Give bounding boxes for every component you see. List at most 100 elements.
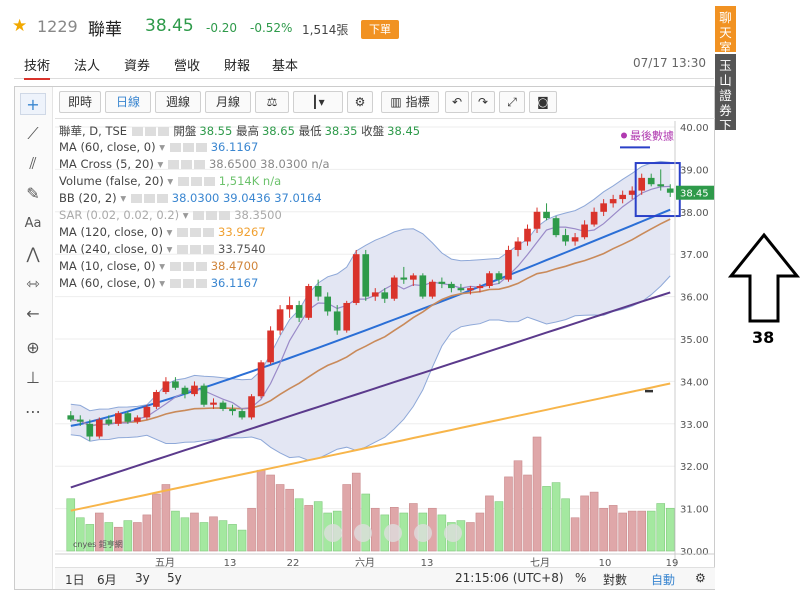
legend-row-value: 1,514K n/a xyxy=(218,174,282,188)
tab-margin[interactable]: 資券 xyxy=(124,59,151,74)
candle-body xyxy=(76,419,84,422)
tab-revenue[interactable]: 營收 xyxy=(174,59,201,74)
candle-body xyxy=(524,228,531,242)
camera-icon[interactable]: ◙ xyxy=(529,91,557,113)
legend-row-value: 36.1167 xyxy=(210,276,259,290)
legend-row: SAR (0.02, 0.02, 0.2) ▾ 38.3500 xyxy=(59,208,282,222)
brush-icon[interactable]: ✎ xyxy=(26,184,40,203)
broker-order-tab[interactable]: 玉山證券下單 xyxy=(715,54,736,148)
legend-row: MA (240, close, 0) ▾ 33.7540 xyxy=(59,242,266,256)
arrow-left-icon[interactable]: ← xyxy=(26,304,40,323)
volume-bar xyxy=(75,517,85,552)
order-button[interactable]: 下單 xyxy=(361,20,399,39)
fullscreen-icon[interactable]: ⤢ xyxy=(499,91,525,113)
candle-body xyxy=(343,302,351,331)
settings-icon[interactable]: ⚙ xyxy=(347,91,373,113)
indicator-icon: ▥ xyxy=(390,95,406,109)
compare-icon[interactable]: ⚖ xyxy=(255,91,289,113)
volume-bar xyxy=(142,514,152,552)
volume-bar xyxy=(133,522,142,552)
legend-row-label: MA (60, close, 0) xyxy=(59,140,156,154)
volume-bar xyxy=(152,493,161,552)
auto-toggle[interactable]: 自動 xyxy=(651,573,676,587)
price-chart[interactable]: 最後數據 40.00 39.00 38.45 38.00 37.00 36.00 35.00 3… xyxy=(55,121,715,569)
price-tick-label: 34.00 xyxy=(680,377,709,388)
text-tool-icon[interactable]: Aa xyxy=(24,216,42,231)
candle-body xyxy=(590,211,598,225)
btn-monthly[interactable]: 月線 xyxy=(205,91,251,113)
legend-row: MA (60, close, 0) ▾ 36.1167 xyxy=(59,276,259,290)
chat-room-tab[interactable]: 聊天室 xyxy=(715,6,736,55)
volume-bar xyxy=(247,507,256,552)
price-tick-label: 31.00 xyxy=(680,505,709,516)
price-tick-label: 33.00 xyxy=(680,420,709,431)
btn-daily[interactable]: 日線 xyxy=(105,91,151,113)
volume-bar xyxy=(304,505,313,552)
candle-body xyxy=(562,235,569,242)
candle-body xyxy=(210,402,217,405)
candle-body xyxy=(134,417,141,422)
log-toggle[interactable]: 對數 xyxy=(603,573,628,587)
btn-indicator[interactable]: ▥ 指標 xyxy=(381,91,439,113)
volume-bar xyxy=(342,484,352,552)
legend-row: MA (10, close, 0) ▾ 38.4700 xyxy=(59,259,259,273)
volume-bar xyxy=(123,520,133,552)
candle-body xyxy=(229,408,236,412)
high-label: 最高 xyxy=(235,124,259,138)
zoom-control-button xyxy=(414,524,432,542)
volume-bar xyxy=(523,474,532,552)
date-tick-label: 六月 xyxy=(355,557,375,567)
range-5y[interactable]: 5y xyxy=(167,571,182,585)
candle-body xyxy=(305,286,312,318)
volume-bar xyxy=(190,512,199,552)
crosshair-icon[interactable]: + xyxy=(20,93,46,115)
tab-financials[interactable]: 財報 xyxy=(224,59,251,74)
volume-bar xyxy=(285,488,294,552)
range-1d[interactable]: 1日 xyxy=(65,573,85,587)
last-price-tag xyxy=(676,185,714,200)
volume-bar xyxy=(504,476,513,552)
percent-toggle[interactable]: % xyxy=(575,571,587,585)
candle-body xyxy=(371,292,379,297)
volume-bar xyxy=(608,505,618,552)
favorite-star-icon[interactable]: ★ xyxy=(12,16,28,36)
candle-body xyxy=(362,254,370,297)
candle-body xyxy=(666,188,674,193)
tab-technical[interactable]: 技術 xyxy=(24,55,51,80)
candle-body xyxy=(647,177,655,185)
candle-body xyxy=(219,402,227,409)
ruler-icon[interactable]: ⊥ xyxy=(26,368,40,387)
volume-bar xyxy=(618,512,627,552)
btn-realtime[interactable]: 即時 xyxy=(59,91,101,113)
candle-body xyxy=(448,283,455,289)
redo-icon[interactable]: ↷ xyxy=(471,91,495,113)
legend-row: Volume (false, 20) ▾ 1,514K n/a xyxy=(59,174,282,188)
legend-row-label: BB (20, 2) xyxy=(59,191,117,205)
more-icon[interactable]: ⋯ xyxy=(25,402,41,421)
ma-240-line xyxy=(70,291,671,489)
range-6m[interactable]: 6月 xyxy=(97,573,117,587)
bottom-settings-icon[interactable]: ⚙ xyxy=(695,571,706,585)
candle-body xyxy=(533,211,541,229)
range-3y[interactable]: 3y xyxy=(135,571,150,585)
candle-body xyxy=(495,273,503,280)
trend-line-icon[interactable]: ⟋ xyxy=(27,124,39,143)
tab-institutional[interactable]: 法人 xyxy=(74,59,101,74)
measure-icon[interactable]: ⇿ xyxy=(26,274,40,293)
volume-bar xyxy=(95,512,104,552)
tab-basic[interactable]: 基本 xyxy=(272,59,299,74)
fib-icon[interactable]: ⫽ xyxy=(29,154,37,173)
undo-icon[interactable]: ↶ xyxy=(445,91,469,113)
legend-row: MA Cross (5, 20) ▾ 38.6500 38.0300 n/a xyxy=(59,157,330,171)
candle-body xyxy=(429,281,436,297)
volume-bar xyxy=(570,517,580,552)
candle-body xyxy=(390,277,398,299)
candle-body xyxy=(476,286,484,289)
volume-bar xyxy=(542,486,551,552)
zoom-control-button xyxy=(354,524,372,542)
pattern-icon[interactable]: ⋀ xyxy=(26,244,40,263)
btn-weekly[interactable]: 週線 xyxy=(155,91,201,113)
candle-body xyxy=(400,277,408,280)
candle-style-icon[interactable]: ┃▾ xyxy=(293,91,343,113)
zoom-icon[interactable]: ⊕ xyxy=(26,338,40,357)
